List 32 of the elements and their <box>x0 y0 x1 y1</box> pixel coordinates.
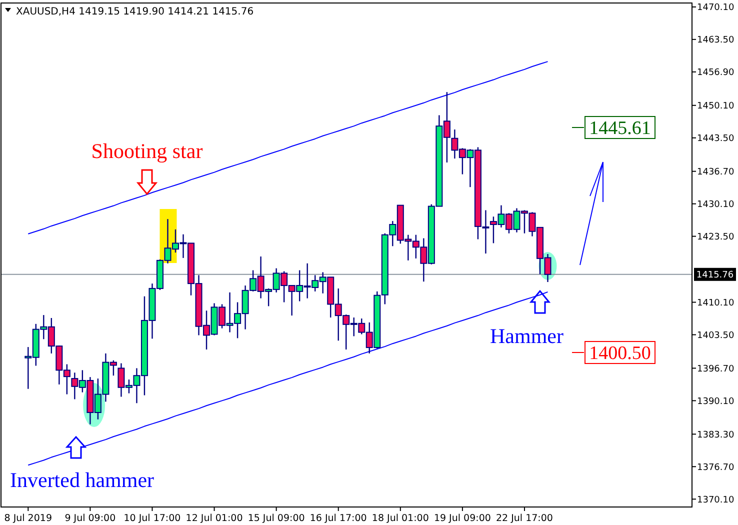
x-tick-label: 15 Jul 09:00 <box>248 513 305 524</box>
annotation: Shooting star <box>91 139 203 163</box>
annotation: Inverted hammer <box>10 468 154 492</box>
y-tick-label: 1436.70 <box>697 167 734 178</box>
y-tick-label: 1383.30 <box>697 430 734 440</box>
ref-line-label: 1415.76 <box>696 270 734 281</box>
y-tick-label: 1396.70 <box>697 364 734 374</box>
y-tick-label: 1370.10 <box>697 495 734 506</box>
x-tick-label: 18 Jul 01:00 <box>372 513 429 524</box>
y-tick-label: 1423.50 <box>697 232 734 242</box>
y-tick-label: 1410.10 <box>697 298 734 308</box>
x-tick-label: 16 Jul 17:00 <box>310 513 367 524</box>
annotation: Hammer <box>490 324 564 348</box>
y-tick-label: 1456.90 <box>697 68 734 78</box>
y-tick-label: 1470.10 <box>697 3 734 14</box>
y-tick-label: 1430.10 <box>697 200 734 210</box>
y-tick-label: 1376.70 <box>697 462 734 473</box>
x-tick-label: 9 Jul 09:00 <box>64 513 116 524</box>
chart-title: XAUUSD,H4 1419.15 1419.90 1414.21 1415.76 <box>16 6 254 18</box>
x-tick-label: 22 Jul 17:00 <box>496 513 553 524</box>
y-tick-label: 1450.10 <box>697 102 734 112</box>
text: 1445.61 <box>589 118 651 140</box>
x-tick-label: 12 Jul 01:00 <box>186 513 243 524</box>
line-series <box>28 61 548 234</box>
x-tick-label: 8 Jul 2019 <box>4 513 52 524</box>
y-tick-label: 1463.50 <box>697 36 734 46</box>
text: 1400.50 <box>589 343 651 364</box>
x-tick-label: 10 Jul 17:00 <box>124 513 181 524</box>
y-tick-label: 1403.50 <box>697 330 734 341</box>
y-tick-label: 1390.10 <box>697 396 734 407</box>
y-tick-label: 1443.50 <box>697 134 734 144</box>
x-tick-label: 19 Jul 09:00 <box>434 513 491 524</box>
